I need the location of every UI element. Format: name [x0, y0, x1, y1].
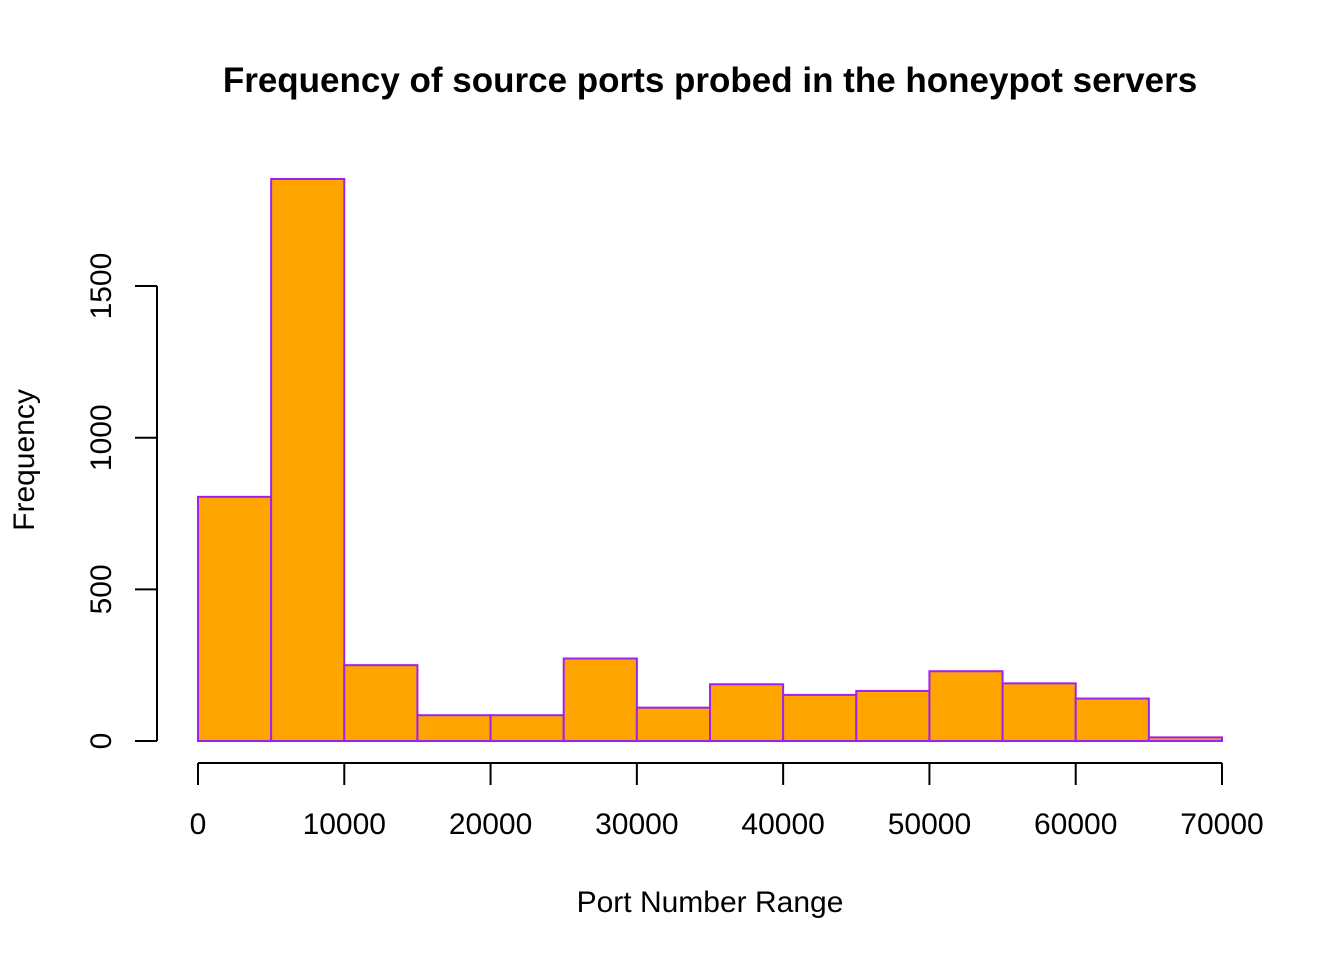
- histogram-bar: [635, 706, 711, 742]
- histogram-bar: [416, 714, 492, 742]
- histogram-bar: [1001, 682, 1077, 742]
- y-axis-label: Frequency: [8, 389, 41, 531]
- x-tick-label: 50000: [888, 808, 971, 841]
- histogram-bar: [709, 683, 785, 743]
- x-tick-label: 40000: [741, 808, 824, 841]
- histogram-bar: [343, 664, 419, 742]
- histogram-bars: [197, 178, 1224, 743]
- histogram-bar: [270, 178, 346, 742]
- histogram-bar: [1074, 697, 1150, 742]
- histogram-bar: [928, 670, 1004, 743]
- y-axis: 0 500 1000 1500: [85, 253, 158, 750]
- histogram-bar: [197, 495, 273, 742]
- histogram-bar: [1147, 736, 1224, 742]
- histogram-bar: [782, 693, 858, 742]
- histogram-bar: [855, 689, 931, 743]
- chart-title: Frequency of source ports probed in the …: [223, 61, 1197, 100]
- y-tick-label: 1000: [85, 404, 118, 471]
- x-axis-label: Port Number Range: [577, 886, 844, 919]
- x-tick-label: 10000: [303, 808, 386, 841]
- x-tick-label: 0: [190, 808, 207, 841]
- y-tick-label: 1500: [85, 253, 118, 320]
- x-axis: 0 10000 20000 30000 40000 50000 60000 70000: [190, 762, 1264, 841]
- x-tick-label: 20000: [449, 808, 532, 841]
- x-tick-label: 60000: [1034, 808, 1117, 841]
- y-tick-label: 500: [85, 564, 118, 614]
- y-tick-label: 0: [85, 733, 118, 750]
- histogram-bar: [489, 714, 565, 742]
- x-tick-label: 30000: [595, 808, 678, 841]
- x-tick-label: 70000: [1180, 808, 1263, 841]
- histogram-bar: [562, 657, 638, 742]
